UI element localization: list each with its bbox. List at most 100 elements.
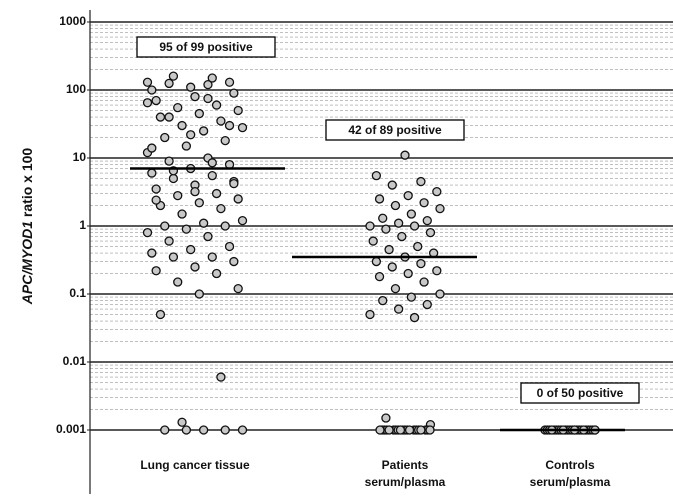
data-point <box>229 88 239 98</box>
data-point <box>419 198 429 208</box>
x-tick-label: Lung cancer tissue <box>140 458 250 472</box>
y-tick-label: 1 <box>79 218 86 232</box>
data-point <box>384 425 394 435</box>
data-point <box>365 221 375 231</box>
data-point <box>203 231 213 242</box>
data-point <box>194 108 204 119</box>
data-point <box>160 132 170 143</box>
data-point <box>403 268 413 279</box>
y-tick-label: 0.001 <box>56 422 86 436</box>
data-point <box>177 209 187 219</box>
data-point <box>147 85 157 95</box>
data-point <box>211 188 222 199</box>
data-point <box>416 176 426 187</box>
data-point <box>378 213 388 223</box>
data-point <box>142 98 153 108</box>
data-point <box>404 425 415 435</box>
data-point <box>397 231 407 242</box>
data-point <box>425 227 436 238</box>
data-point <box>224 120 235 131</box>
data-point <box>409 312 420 323</box>
data-point <box>190 186 200 197</box>
data-point <box>186 82 196 92</box>
data-point <box>155 309 166 320</box>
data-point <box>403 190 413 201</box>
data-point <box>211 268 222 279</box>
data-point <box>422 215 432 226</box>
data-point <box>381 413 391 423</box>
y-tick-label: 1000 <box>59 14 86 28</box>
data-point <box>384 244 394 255</box>
data-point <box>413 241 423 252</box>
data-point <box>173 190 183 201</box>
data-point <box>168 173 179 184</box>
data-point <box>229 256 239 267</box>
data-point <box>181 141 192 151</box>
data-point <box>207 252 217 262</box>
data-point <box>233 105 243 116</box>
y-label-unit: ratio x 100 <box>19 148 35 217</box>
data-point <box>198 425 209 435</box>
data-point <box>368 236 378 246</box>
data-point <box>395 425 406 435</box>
data-point <box>198 218 209 228</box>
data-point <box>142 77 153 87</box>
data-point <box>181 425 192 435</box>
data-point <box>155 112 166 122</box>
data-point <box>425 425 435 435</box>
annotation: 0 of 50 positive <box>537 386 624 400</box>
y-tick-label: 0.01 <box>63 354 87 368</box>
data-point <box>229 178 239 189</box>
data-point <box>203 93 213 104</box>
y-tick-label: 100 <box>66 82 86 96</box>
data-point <box>198 126 209 136</box>
x-tick-label: serum/plasma <box>365 475 446 489</box>
data-point <box>371 256 382 267</box>
data-point <box>400 150 410 160</box>
data-point <box>216 116 226 126</box>
annotation: 95 of 99 positive <box>159 40 253 54</box>
data-point <box>211 100 222 110</box>
data-point <box>432 186 442 197</box>
data-point <box>190 91 200 102</box>
data-point <box>207 73 217 83</box>
annotation-box <box>520 382 640 404</box>
data-point <box>168 252 179 262</box>
data-point <box>151 195 161 205</box>
data-point <box>207 171 217 181</box>
x-tick-label: Controls <box>545 458 595 472</box>
data-point <box>147 168 157 178</box>
data-point <box>216 203 226 214</box>
data-point <box>409 221 420 231</box>
y-tick-label: 0.1 <box>69 286 86 300</box>
data-point <box>435 203 445 214</box>
data-point <box>207 158 217 168</box>
data-point <box>220 221 230 231</box>
data-point <box>164 78 174 89</box>
data-point <box>390 283 401 294</box>
data-point <box>237 425 248 435</box>
data-point <box>190 262 200 272</box>
data-point <box>194 289 204 299</box>
data-point <box>387 262 397 272</box>
data-point <box>374 271 385 282</box>
data-point <box>375 425 385 435</box>
data-point <box>393 218 404 228</box>
x-tick-label: serum/plasma <box>530 475 611 489</box>
data-point <box>387 180 397 190</box>
data-point <box>237 215 248 226</box>
data-point <box>142 227 153 238</box>
data-point <box>381 224 391 234</box>
data-point <box>378 295 388 306</box>
data-point <box>365 309 375 320</box>
data-point <box>160 425 170 435</box>
data-point <box>216 372 226 382</box>
data-point <box>177 417 187 427</box>
y-label-gene: APC/MYOD1 <box>19 221 35 305</box>
data-point <box>173 103 183 113</box>
annotation-box <box>136 36 276 58</box>
data-point <box>416 425 426 435</box>
data-point <box>147 248 157 258</box>
data-point <box>237 122 248 133</box>
